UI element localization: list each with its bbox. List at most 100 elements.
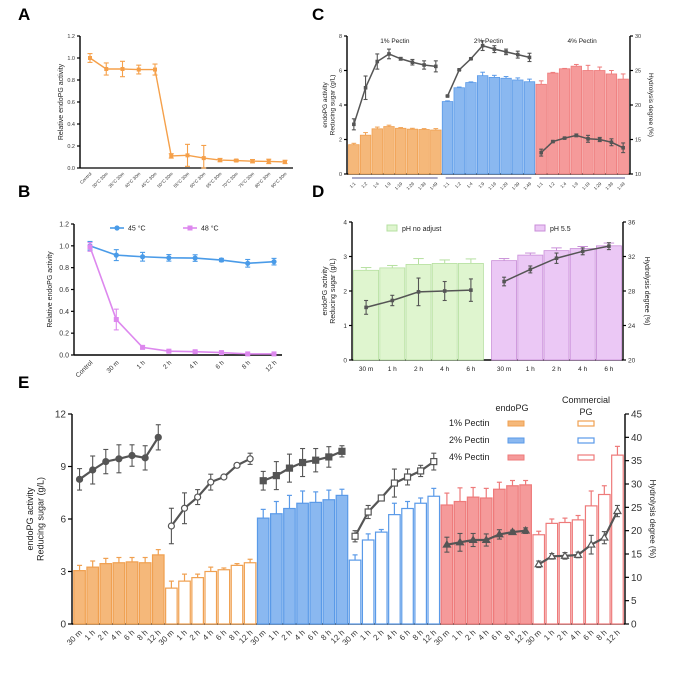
panel-b-data-point: [166, 255, 172, 261]
panel-d-bar: [569, 248, 596, 361]
panel-c-line-point: [375, 59, 380, 64]
panel-b-data-point: [271, 259, 277, 265]
panel-a-data-point: [185, 153, 190, 158]
panel-b-x-tick-label: 8 h: [241, 359, 253, 371]
panel-e-line-point: [312, 456, 320, 464]
panel-c-x-tick-label: 1:19: [487, 181, 497, 191]
panel-d-x-tick-label: 4 h: [440, 366, 449, 373]
panel-d-y2-axis-tick-label: 32: [628, 254, 636, 261]
panel-c-bar: [383, 126, 395, 175]
panel-e-legend-header: Commercial: [562, 395, 610, 405]
panel-b-x-tick-label: 4 h: [188, 359, 200, 371]
panel-e-y2-axis-tick-label: 40: [631, 433, 643, 444]
panel-e-bar: [204, 570, 218, 625]
panel-d-bar: [491, 260, 518, 361]
panel-a-data-point: [250, 159, 255, 164]
panel-e-x-tick-label: 4 h: [568, 628, 582, 642]
panel-a-x-tick-label: 60°C 30m: [189, 171, 207, 189]
panel-c-line-point: [527, 55, 532, 60]
panel-letter-D: D: [312, 182, 324, 201]
panel-b-series-line: [89, 245, 275, 265]
panel-a-data-point: [169, 153, 174, 158]
panel-d-bar: [379, 267, 406, 361]
panel-e-line-point: [154, 433, 162, 441]
panel-e-x-tick-label: 30 m: [65, 628, 84, 647]
panel-e-x-tick-label: 4 h: [476, 628, 490, 642]
panel-d-bar: [431, 262, 458, 361]
panel-a-data-point: [218, 158, 222, 163]
panel-e-line-point: [338, 447, 346, 455]
panel-a-x-tick-label: 30°C 30m: [91, 171, 109, 189]
panel-d-line-point: [502, 279, 506, 284]
panel-b-data-point: [192, 349, 198, 355]
panel-letter-C: C: [312, 5, 324, 24]
panel-a-y-label: Relative endoPG activity: [58, 63, 65, 140]
panel-e-line-point: [220, 473, 228, 481]
panel-e-x-tick-label: 30 m: [249, 628, 268, 647]
panel-d-y2-label: Hydrolysis degree (%): [643, 257, 650, 326]
panel-e-line-point: [364, 508, 372, 516]
panel-e-legend-header: PG: [579, 407, 592, 417]
panel-c-bar: [570, 65, 582, 175]
panel-d-x-tick-label: 30 m: [497, 366, 511, 373]
panel-b-data-point: [139, 254, 146, 260]
panel-e-bar: [466, 496, 480, 625]
panel-e-x-tick-label: 4 h: [109, 628, 123, 642]
panel-e-legend-row-label: 1% Pectin: [449, 418, 490, 428]
panel-d-y-axis-tick-label: 2: [343, 288, 347, 295]
panel-e-legend-swatch-open: [577, 437, 595, 444]
panel-c-x-tick-label: 1:29: [499, 181, 509, 191]
panel-e-legend-header: endoPG: [495, 403, 528, 413]
panel-a-data-point: [136, 67, 141, 72]
panel-d-legend-swatch: [534, 224, 546, 232]
panel-a-data-point: [104, 67, 109, 71]
panel-b-x-tick-label: Control: [75, 359, 95, 379]
panel-e-bar: [217, 569, 231, 625]
panel-e-y2-axis-tick-label: 15: [631, 550, 643, 561]
panel-a-data-point: [153, 67, 157, 72]
panel-e-chart: 0 3 6 9 12 0 5 10 15 20 25 30 35 40 45 endoPG activityR…: [25, 395, 657, 647]
panel-e-bar: [427, 495, 441, 625]
panel-c-bar: [371, 128, 383, 175]
panel-c-bar: [406, 128, 419, 175]
panel-d-line-point: [554, 256, 559, 261]
panel-a-y-axis-tick-label: 0.4: [67, 122, 75, 128]
panel-c-bar: [523, 81, 536, 175]
panel-e-y2-label-line: Hydrolysis degree (%): [648, 480, 657, 559]
panel-c-x-tick-label: 1:39: [417, 181, 427, 191]
panel-c-x-tick-label: 1:39: [511, 181, 521, 191]
panel-a-y-axis-tick-label: 1.0: [67, 56, 75, 62]
panel-e-bar: [73, 570, 86, 625]
panel-c-bar: [441, 101, 454, 175]
panel-e-bar: [571, 519, 585, 625]
panel-letter-B: B: [18, 182, 30, 201]
panel-e-legend-row-label: 2% Pectin: [449, 435, 490, 445]
panel-c-group-title: 2% Pectin: [474, 38, 504, 45]
panel-e-bar: [453, 500, 467, 625]
panel-b-y-axis-tick-label: 0.6: [59, 287, 69, 294]
panel-c-line-point: [387, 52, 391, 56]
panel-d-y-axis-tick-label: 1: [343, 323, 347, 330]
panel-e-y-axis-tick-label: 6: [60, 515, 66, 526]
panel-c-x-tick-label: 1:49: [616, 181, 626, 191]
panel-c-line-point: [621, 145, 625, 150]
panel-e-x-tick-label: 1 h: [175, 628, 189, 642]
panel-e-line-point: [417, 467, 425, 475]
panel-c-bar: [488, 77, 501, 175]
panel-c-line-point: [515, 52, 520, 57]
panel-c-bar: [453, 87, 465, 175]
panel-e-bar: [532, 534, 546, 625]
panel-b-x-tick-label: 1 h: [136, 359, 148, 371]
panel-c-y2-axis-tick-label: 25: [635, 68, 641, 74]
panel-c-line-point: [504, 50, 508, 54]
panel-e-line-point: [612, 506, 622, 515]
panel-d-x-tick-label: 30 m: [359, 366, 373, 373]
panel-d-legend-label: pH 5.5: [550, 226, 571, 233]
panel-d-bar: [596, 245, 622, 361]
panel-d-line-point: [416, 290, 421, 294]
panel-e-y2-label: Hydrolysis degree (%): [648, 480, 657, 559]
panel-d-x-tick-label: 6 h: [466, 366, 475, 373]
panel-c-line-point: [422, 63, 426, 67]
panel-b-y-axis-tick-label: 0.0: [59, 352, 69, 359]
panel-c-bar: [547, 72, 559, 175]
